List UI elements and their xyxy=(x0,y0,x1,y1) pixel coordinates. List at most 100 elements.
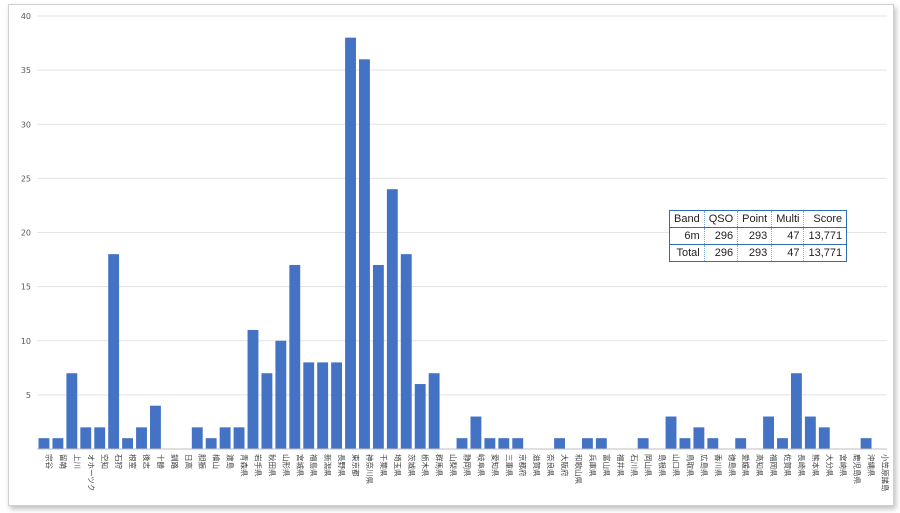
bar xyxy=(150,405,161,449)
x-tick-label: 上川 xyxy=(72,454,81,469)
x-tick-label: 兵庫県 xyxy=(588,454,598,477)
y-tick-label: 15 xyxy=(21,283,31,292)
x-tick-label: 長崎県 xyxy=(797,454,807,477)
y-tick-label: 40 xyxy=(21,12,31,21)
x-tick-label: 沖縄県 xyxy=(867,454,877,477)
x-tick-label: 秋田県 xyxy=(267,454,277,477)
x-tick-label: 石川県 xyxy=(630,454,639,477)
x-tick-label: 日高 xyxy=(184,454,194,469)
x-tick-label: 檜山 xyxy=(212,454,222,469)
y-tick-label: 5 xyxy=(26,391,31,400)
x-tick-label: 広島県 xyxy=(699,454,709,477)
bar xyxy=(790,373,802,449)
x-tick-label: 鹿児島県 xyxy=(853,454,863,484)
x-tick-label: 宮城県 xyxy=(295,454,305,477)
x-tick-label: 青森県 xyxy=(240,454,250,477)
header-score: Score xyxy=(803,210,848,228)
x-tick-label: 徳島県 xyxy=(727,454,737,477)
x-tick-label: 後志 xyxy=(142,454,152,469)
x-tick-label: 岡山県 xyxy=(644,454,654,477)
x-tick-label: 長野県 xyxy=(337,454,346,477)
bar xyxy=(763,416,774,449)
header-qso: QSO xyxy=(704,210,739,228)
bar xyxy=(359,59,370,450)
bar xyxy=(317,362,329,449)
bar xyxy=(331,362,343,449)
x-tick-label: オホーツク xyxy=(86,454,95,491)
x-tick-label: 愛知県 xyxy=(490,454,500,477)
bar xyxy=(122,438,134,449)
x-tick-label: 和歌山県 xyxy=(574,454,584,484)
gridlines xyxy=(37,15,887,396)
cell-band: 6m xyxy=(669,227,705,245)
bar xyxy=(345,37,356,450)
bar xyxy=(860,438,872,449)
x-tick-label: 千葉県 xyxy=(379,454,389,477)
x-tick-label: 小笠原諸島 xyxy=(881,454,891,492)
x-tick-label: 釧路 xyxy=(170,454,180,469)
bar xyxy=(595,438,607,449)
cell-point: 293 xyxy=(737,244,773,262)
x-tick-label: 石狩 xyxy=(114,454,124,469)
y-axis-ticks: 5 10 15 20 25 30 35 40 xyxy=(21,12,31,400)
x-tick-label: 愛媛県 xyxy=(741,454,751,477)
x-tick-label: 宮崎県 xyxy=(839,454,849,477)
score-row-6m: 6m 296 293 47 13,771 xyxy=(669,227,848,245)
x-tick-label: 福岡県 xyxy=(769,454,778,477)
score-table-header-row: Band QSO Point Multi Score xyxy=(669,210,848,228)
bar xyxy=(637,438,649,449)
x-tick-label: 新潟県 xyxy=(323,454,333,477)
bar xyxy=(191,427,203,449)
header-band: Band xyxy=(669,210,705,228)
y-tick-label: 20 xyxy=(21,229,31,238)
bar xyxy=(818,427,830,449)
bar xyxy=(261,373,273,449)
x-tick-label: 留萌 xyxy=(58,454,68,469)
chart-frame: 5 10 15 20 25 30 35 40 宗谷 留萌 上川 オホーツク 空知 石狩 根室 後志 十勝 釧路日… xyxy=(8,4,894,506)
x-tick-label: 渡島 xyxy=(226,454,236,469)
y-tick-label: 10 xyxy=(21,337,31,346)
bar xyxy=(66,373,78,449)
x-tick-label: 茨城県 xyxy=(407,454,417,477)
x-tick-label: 滋賀県 xyxy=(532,454,542,477)
x-tick-label: 奈良県 xyxy=(546,454,556,477)
x-tick-label: 鳥取県 xyxy=(685,454,695,477)
bar xyxy=(94,427,106,449)
x-tick-label: 香川県 xyxy=(713,454,723,477)
x-tick-label: 高知県 xyxy=(755,454,765,477)
bar xyxy=(428,373,440,449)
bar xyxy=(372,264,384,449)
bar xyxy=(470,416,482,449)
x-tick-label: 宗谷 xyxy=(44,454,54,469)
x-tick-label: 栃木県 xyxy=(421,454,431,477)
x-tick-label: 山口県 xyxy=(672,454,682,477)
score-table: Band QSO Point Multi Score 6m 296 293 47… xyxy=(669,210,848,262)
x-tick-label: 福島県 xyxy=(309,454,319,477)
bar xyxy=(80,427,92,449)
y-tick-label: 30 xyxy=(21,120,31,129)
bar xyxy=(247,329,259,449)
x-tick-label: 三重県 xyxy=(504,454,513,477)
header-multi: Multi xyxy=(771,210,805,228)
bar xyxy=(205,438,217,449)
x-tick-label: 大分県 xyxy=(825,454,835,477)
bar xyxy=(108,254,120,449)
x-tick-label: 埼玉県 xyxy=(393,454,403,477)
cell-qso: 296 xyxy=(704,244,739,262)
bar xyxy=(414,384,426,449)
x-tick-label: 山形県 xyxy=(281,454,291,477)
x-tick-label: 根室 xyxy=(128,454,138,469)
x-tick-label: 胆振 xyxy=(198,454,208,469)
x-tick-label: 神奈川県 xyxy=(365,454,375,484)
bar xyxy=(804,416,816,449)
bar xyxy=(136,427,147,449)
bar xyxy=(679,438,691,449)
x-tick-label: 福井県 xyxy=(616,454,626,477)
bar xyxy=(400,254,412,449)
x-tick-label: 東京都 xyxy=(351,454,361,477)
header-point: Point xyxy=(737,210,773,228)
bar xyxy=(735,438,747,449)
x-tick-label: 富山県 xyxy=(602,454,612,477)
bar xyxy=(303,362,315,449)
cell-band: Total xyxy=(669,244,705,262)
